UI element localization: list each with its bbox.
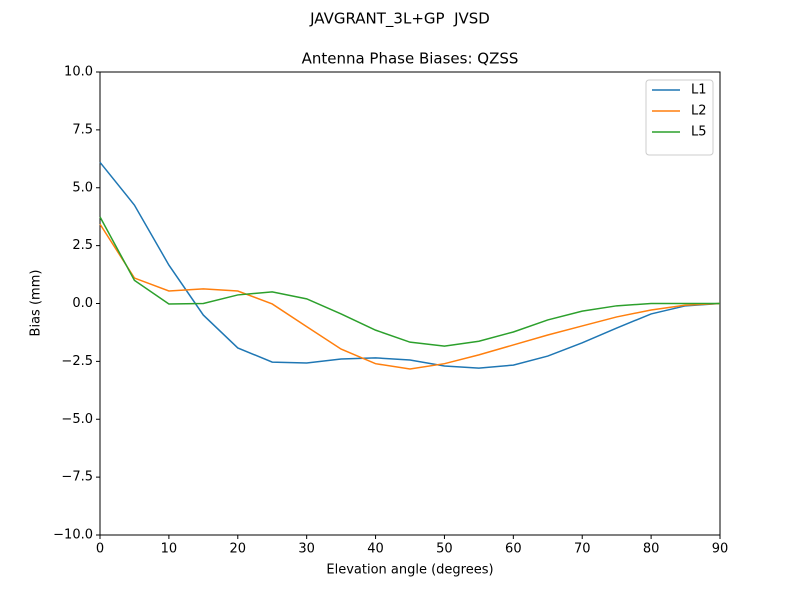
series-line xyxy=(99,216,720,347)
y-tick-label: −5.0 xyxy=(61,412,93,427)
x-tick-label: 70 xyxy=(574,542,591,557)
x-tick-label: 50 xyxy=(436,542,453,557)
suptitle: JAVGRANT_3L+GP JVSD xyxy=(309,10,490,29)
y-tick-label: 7.5 xyxy=(72,122,93,137)
y-tick-label: −7.5 xyxy=(61,470,93,485)
y-tick-label: −2.5 xyxy=(61,354,93,369)
y-tick-label: 10.0 xyxy=(64,65,93,80)
legend-label: L2 xyxy=(691,104,707,119)
legend-label: L1 xyxy=(691,83,707,98)
y-tick-label: −10.0 xyxy=(53,528,93,543)
x-axis-label: Elevation angle (degrees) xyxy=(326,563,493,578)
chart-title: Antenna Phase Biases: QZSS xyxy=(302,50,519,68)
x-tick-label: 80 xyxy=(643,542,660,557)
x-tick-label: 60 xyxy=(505,542,522,557)
series-line xyxy=(99,161,721,369)
y-tick-label: 2.5 xyxy=(72,238,93,253)
x-tick-label: 0 xyxy=(96,542,104,557)
series-line xyxy=(99,223,721,370)
x-tick-label: 90 xyxy=(712,542,729,557)
legend-box xyxy=(645,79,714,156)
x-tick-label: 10 xyxy=(161,542,178,557)
y-tick-label: 5.0 xyxy=(72,180,93,195)
y-tick-label: 0.0 xyxy=(72,296,93,311)
x-tick-label: 20 xyxy=(230,542,247,557)
legend-label: L5 xyxy=(691,125,707,140)
y-axis-label: Bias (mm) xyxy=(29,270,44,337)
x-tick-label: 40 xyxy=(367,542,384,557)
x-tick-label: 30 xyxy=(298,542,315,557)
